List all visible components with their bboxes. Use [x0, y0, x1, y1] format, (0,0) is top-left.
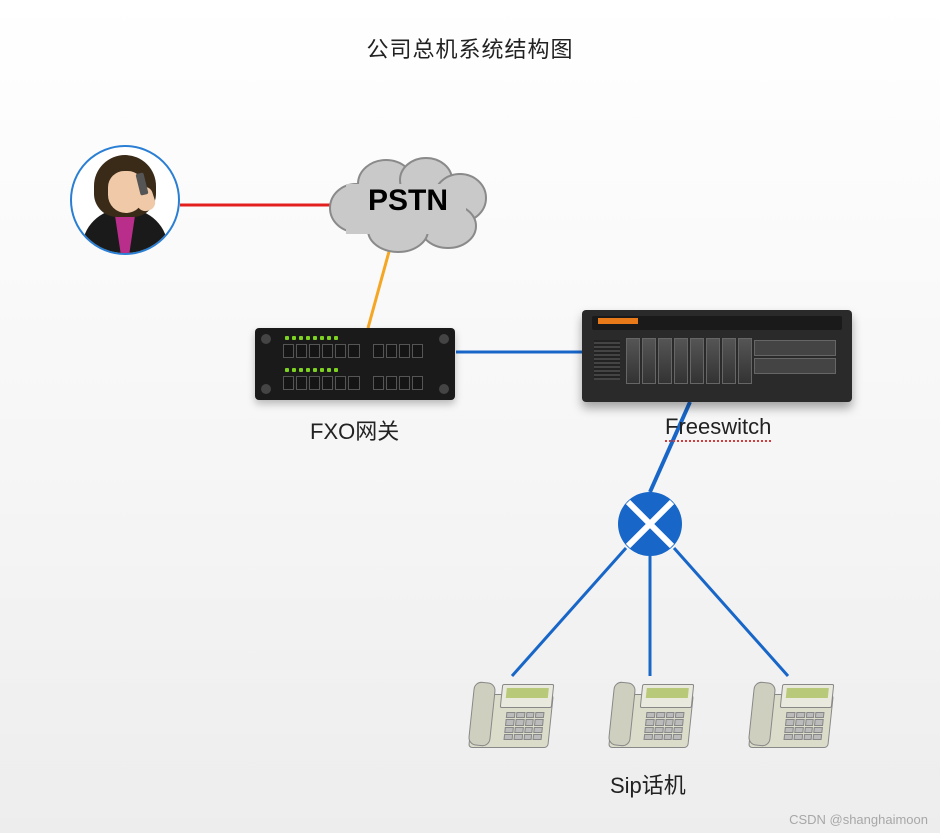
watermark-text: CSDN @shanghaimoon: [789, 812, 928, 827]
hub-node: [618, 492, 682, 556]
pstn-label: PSTN: [368, 184, 448, 218]
edge-pstn-gateway: [368, 248, 390, 328]
sip-phone-icon: [745, 672, 835, 752]
edge-hub-phone1: [512, 548, 626, 676]
freeswitch-server-icon: [582, 310, 852, 402]
sip-phone-icon: [465, 672, 555, 752]
edge-hub-phone3: [674, 548, 788, 676]
caller-person-icon: [70, 145, 180, 255]
sip-phone-icon: [605, 672, 695, 752]
gateway-label: FXO网关: [310, 414, 399, 446]
phones-label: Sip话机: [610, 768, 686, 800]
server-label: Freeswitch: [665, 414, 771, 440]
fxo-gateway-icon: [255, 328, 455, 400]
